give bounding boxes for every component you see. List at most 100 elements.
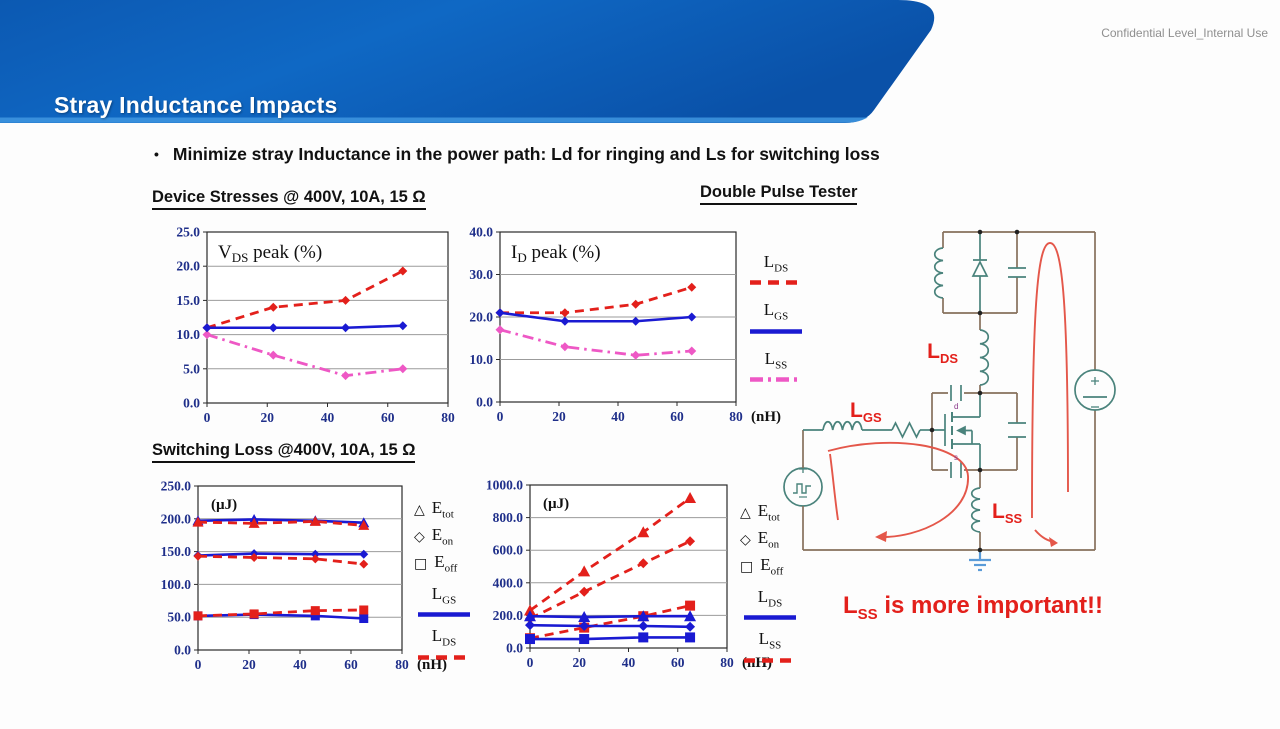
pulse-source xyxy=(783,467,823,507)
legend-line-item: LDS xyxy=(750,252,802,286)
circuit-diagram: LDS LGS LSS d s xyxy=(783,229,1116,572)
svg-text:600.0: 600.0 xyxy=(493,543,524,558)
svg-text:80: 80 xyxy=(720,655,734,670)
ground-symbol xyxy=(969,550,991,572)
svg-text:0.0: 0.0 xyxy=(183,396,200,411)
mosfet xyxy=(932,393,981,470)
svg-text:0: 0 xyxy=(497,409,504,424)
svg-text:(µJ): (µJ) xyxy=(211,497,237,513)
svg-text:1000.0: 1000.0 xyxy=(486,478,523,493)
svg-text:20.0: 20.0 xyxy=(469,310,493,325)
legend-switching-loss-left: △ Etot ◇ Eon □ Eoff LGS LDS xyxy=(414,496,474,662)
cgs-capacitor xyxy=(950,462,962,478)
svg-text:ID peak (%): ID peak (%) xyxy=(511,242,601,265)
svg-text:100.0: 100.0 xyxy=(161,577,192,592)
legend-marker-item: △ Etot xyxy=(414,498,454,521)
bullet-text: Minimize stray Inductance in the power p… xyxy=(172,144,880,164)
dc-source xyxy=(1074,369,1116,411)
legend-marker-item: □ Eoff xyxy=(414,552,458,575)
legend-marker-item: ◇ Eon xyxy=(414,525,454,548)
circuit-components xyxy=(783,232,1116,550)
svg-text:0.0: 0.0 xyxy=(174,643,191,658)
svg-text:80: 80 xyxy=(395,657,409,672)
drain-loop-arrow xyxy=(1031,242,1069,519)
svg-text:50.0: 50.0 xyxy=(167,610,191,625)
svg-text:20: 20 xyxy=(261,410,275,425)
legend-line-item: LSS xyxy=(750,348,802,382)
key-takeaway-note: LSS is more important!! xyxy=(843,592,1104,623)
loop-arrowheads xyxy=(875,531,1058,547)
legend-line-item: LDS xyxy=(744,587,796,621)
header-banner xyxy=(0,0,935,123)
svg-text:10.0: 10.0 xyxy=(469,352,493,367)
heading-device-stresses: Device Stresses @ 400V, 10A, 15 Ω xyxy=(152,188,426,210)
banner-shape xyxy=(0,0,935,123)
svg-text:60: 60 xyxy=(381,410,395,425)
legend-switching-loss-right: △ Etot ◇ Eon □ Eoff LDS LSS xyxy=(740,499,800,665)
svg-text:10.0: 10.0 xyxy=(176,327,200,342)
chart-id-peak: 0.0 10.0 20.0 30.0 40.0 0 20 40 60 80 (nH) ID peak … xyxy=(469,225,781,426)
svg-text:800.0: 800.0 xyxy=(493,510,524,525)
lss-inductor xyxy=(970,487,981,533)
legend-line-item: LGS xyxy=(750,300,802,334)
lgs-resistor xyxy=(891,421,921,439)
svg-text:20: 20 xyxy=(242,657,256,672)
svg-text:0: 0 xyxy=(195,657,202,672)
svg-text:0: 0 xyxy=(204,410,211,425)
load-inductor xyxy=(933,247,944,299)
legend-marker-item: ◇ Eon xyxy=(740,528,780,551)
svg-text:20: 20 xyxy=(552,409,566,424)
svg-text:200.0: 200.0 xyxy=(161,511,192,526)
gate-inductor xyxy=(822,420,863,431)
heading-switching-loss: Switching Loss @400V, 10A, 15 Ω xyxy=(152,441,416,463)
legend-line-item: LGS xyxy=(418,584,470,618)
lds-inductor xyxy=(979,329,990,386)
svg-text:0: 0 xyxy=(527,655,534,670)
svg-text:60: 60 xyxy=(671,655,685,670)
circuit-label-lss: LSS xyxy=(992,500,1022,526)
svg-text:20.0: 20.0 xyxy=(176,259,200,274)
svg-text:0.0: 0.0 xyxy=(476,395,493,410)
legend-line-item: LSS xyxy=(744,629,796,663)
svg-text:VDS peak (%): VDS peak (%) xyxy=(218,242,322,265)
circuit-outer-wires xyxy=(803,231,1096,551)
banner-bottom-stripe xyxy=(0,117,868,123)
svg-text:25.0: 25.0 xyxy=(176,225,200,240)
bullet-marker: • xyxy=(154,146,159,162)
svg-text:400.0: 400.0 xyxy=(493,575,524,590)
svg-text:(µJ): (µJ) xyxy=(543,496,569,512)
svg-text:(nH): (nH) xyxy=(751,409,781,425)
svg-text:60: 60 xyxy=(344,657,358,672)
circuit-label-lgs: LGS xyxy=(850,399,882,425)
bullet-point: • Minimize stray Inductance in the power … xyxy=(154,144,880,165)
pulse-waveform xyxy=(793,483,811,494)
svg-text:250.0: 250.0 xyxy=(161,479,192,494)
svg-text:150.0: 150.0 xyxy=(161,544,192,559)
snubber-capacitor xyxy=(1008,267,1026,278)
svg-text:(nH): (nH) xyxy=(417,657,447,673)
cgd-capacitor xyxy=(950,385,962,401)
cds-capacitor xyxy=(1008,422,1026,438)
chart-vds-peak: 0.0 5.0 10.0 15.0 20.0 25.0 0 20 40 60 80 VDS peak … xyxy=(176,225,455,426)
svg-text:5.0: 5.0 xyxy=(183,361,200,376)
svg-text:40.0: 40.0 xyxy=(469,225,493,240)
diode xyxy=(973,232,987,313)
svg-text:40: 40 xyxy=(321,410,335,425)
svg-text:30.0: 30.0 xyxy=(469,267,493,282)
heading-double-pulse-tester: Double Pulse Tester xyxy=(700,183,858,205)
circuit-label-lds: LDS xyxy=(927,340,958,366)
junction-dots xyxy=(929,229,1020,553)
legend-device-stresses: LDS LGS LSS xyxy=(746,252,806,397)
svg-text:40: 40 xyxy=(622,655,636,670)
svg-text:20: 20 xyxy=(573,655,587,670)
svg-text:80: 80 xyxy=(729,409,743,424)
svg-text:80: 80 xyxy=(441,410,455,425)
svg-text:40: 40 xyxy=(611,409,625,424)
svg-text:200.0: 200.0 xyxy=(493,608,524,623)
mosfet-source-label: s xyxy=(954,453,958,462)
confidential-label: Confidential Level_Internal Use xyxy=(1101,26,1268,40)
mosfet-drain-label: d xyxy=(954,402,958,411)
legend-marker-item: □ Eoff xyxy=(740,555,784,578)
